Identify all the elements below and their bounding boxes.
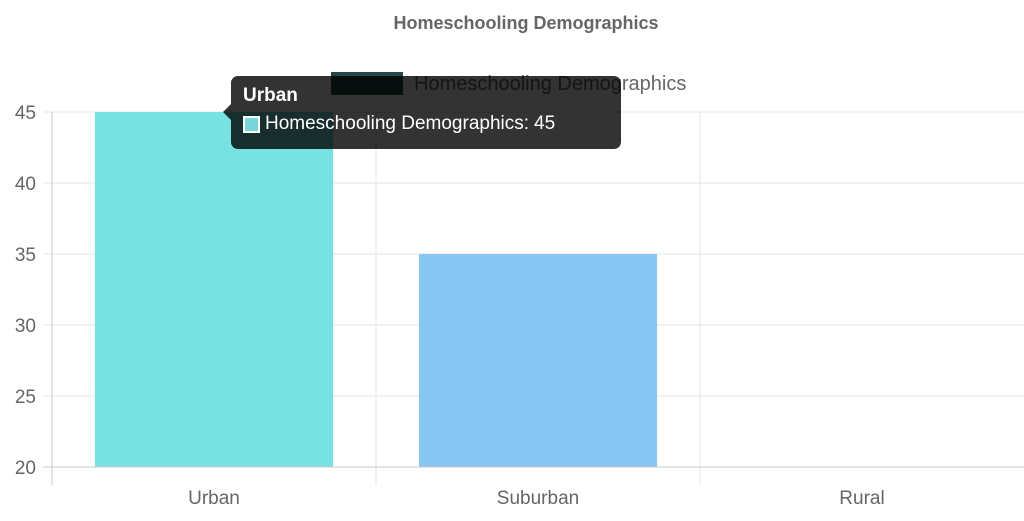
x-axis-ticks: Urban Suburban Rural (188, 488, 885, 509)
x-tick-label: Rural (839, 488, 884, 509)
x-tick-label: Suburban (497, 488, 579, 509)
y-tick-label: 20 (15, 458, 36, 479)
y-tick-label: 35 (15, 245, 36, 266)
tooltip-value: 45 (534, 113, 556, 134)
bars (94, 112, 658, 467)
tooltip-caret (223, 104, 231, 120)
y-tick-label: 30 (15, 316, 36, 337)
tooltip-series-label: Homeschooling Demographics (265, 113, 524, 134)
bar-urban[interactable] (94, 112, 334, 467)
x-tick-label: Urban (188, 488, 240, 509)
axes (43, 112, 1024, 485)
tooltip-color-swatch (243, 115, 260, 133)
y-tick-label: 40 (15, 174, 36, 195)
tooltip-separator: : (523, 113, 530, 134)
y-tick-label: 25 (15, 387, 36, 408)
y-tick-label: 45 (15, 103, 36, 124)
tooltip-title: Urban (243, 85, 298, 106)
y-axis-ticks: 45 40 35 30 25 20 (15, 103, 36, 479)
tooltip-body: Homeschooling Demographics:45 (243, 113, 609, 135)
bar-suburban[interactable] (418, 254, 658, 467)
chart-title: Homeschooling Demographics (393, 13, 658, 33)
tooltip: Urban Homeschooling Demographics:45 (223, 76, 621, 149)
